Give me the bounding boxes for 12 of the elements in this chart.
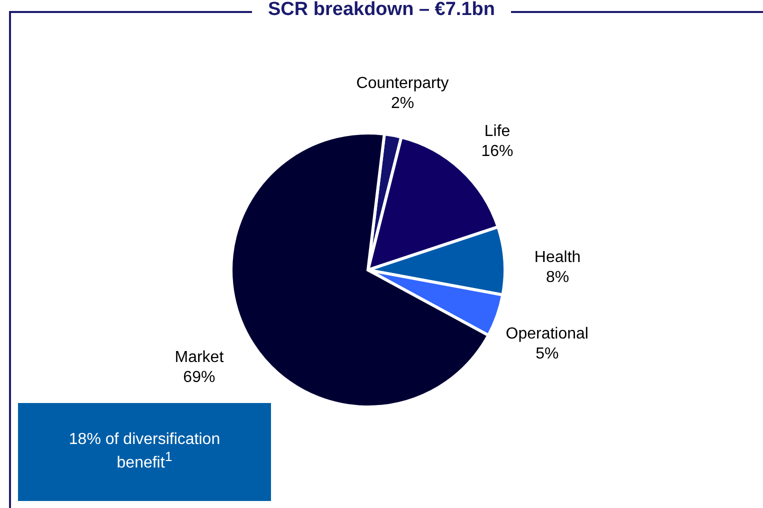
slice-label: Health <box>534 248 581 266</box>
slice-label: Counterparty <box>356 75 449 92</box>
data-label: 16% <box>481 142 514 160</box>
text: 18% of diversification benefit$^{1}$ <box>68 431 222 473</box>
data-label: 2% <box>390 95 414 112</box>
data-label: 8% <box>546 268 570 286</box>
data-label: 5% <box>536 345 559 362</box>
slice-label: Operational <box>506 325 588 342</box>
chart-title: SCR breakdown – €7.1bn <box>252 0 511 20</box>
data-label: 69% <box>183 369 216 386</box>
slice-label: Life <box>484 122 510 140</box>
slice-label: Market <box>174 349 224 366</box>
